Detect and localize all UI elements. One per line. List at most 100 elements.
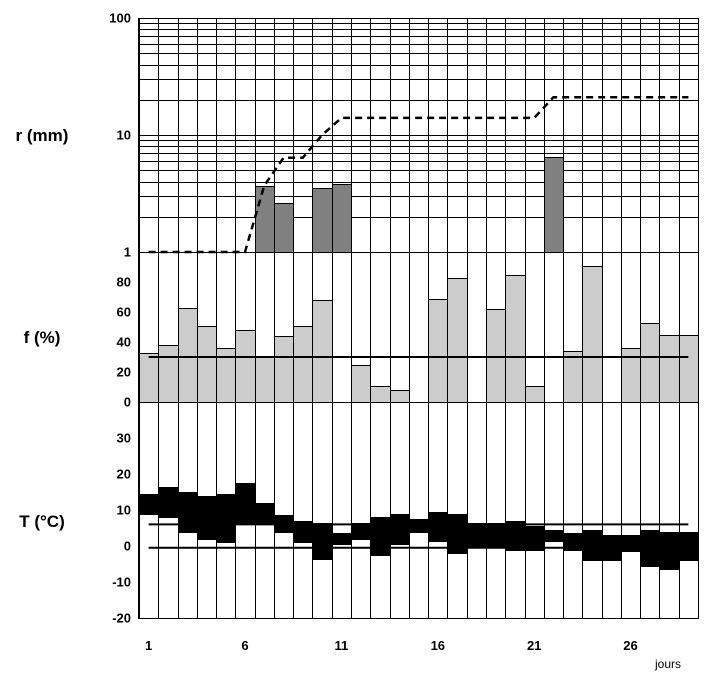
temperature-base-bar-day-3 — [178, 532, 198, 619]
temperature-base-bar-day-14 — [390, 544, 410, 619]
f-tick-label: 0 — [124, 395, 131, 410]
temperature-range-bar-day-26 — [621, 535, 641, 552]
temperature-tick-label: 30 — [117, 431, 131, 446]
temperature-tick-label: 0 — [124, 539, 131, 554]
frame-layer — [138, 18, 699, 619]
temperature-base-bar-day-12 — [351, 539, 371, 619]
temperature-axis-title: T (°C) — [19, 512, 65, 531]
f-bar-day-3 — [178, 308, 198, 403]
f-bar-day-20 — [505, 275, 526, 403]
temperature-base-bar-day-23 — [563, 550, 583, 619]
temperature-base-bar-day-27 — [640, 566, 660, 619]
f-bar-day-10 — [312, 300, 333, 403]
temperature-range-bar-day-16 — [428, 512, 448, 542]
temperature-base-bar-day-4 — [197, 539, 217, 619]
temperature-range-bar-day-20 — [505, 521, 526, 551]
f-bar-day-9 — [293, 326, 313, 403]
temperature-range-bar-day-4 — [197, 496, 217, 540]
temperature-range-bar-day-12 — [351, 523, 371, 540]
temperature-base-bar-day-13 — [370, 555, 391, 619]
plot-frame — [139, 18, 699, 619]
rain-bar-day-10 — [312, 188, 333, 253]
rain-axis-title: r (mm) — [16, 126, 69, 145]
x-tick-label: 26 — [623, 638, 637, 653]
f-tick-label: 40 — [117, 335, 131, 350]
f-bar-day-14 — [390, 390, 410, 403]
temperature-range-bar-day-1 — [139, 494, 159, 515]
temperature-base-bar-day-24 — [582, 560, 603, 619]
temperature-base-bar-day-29 — [679, 560, 699, 619]
temperature-base-bar-day-8 — [274, 532, 294, 619]
rain-bar-day-8 — [274, 203, 294, 253]
temperature-base-bar-day-20 — [505, 550, 526, 619]
temperature-range-bar-day-3 — [178, 492, 198, 533]
f-bar-day-27 — [640, 323, 660, 403]
temperature-base-bar-day-17 — [447, 553, 468, 619]
temperature-range-bar-day-6 — [235, 483, 256, 524]
f-bar-day-1 — [139, 353, 159, 403]
f-bar-day-13 — [370, 386, 391, 403]
temperature-range-bar-day-13 — [370, 517, 391, 556]
f-tick-label: 60 — [117, 305, 131, 320]
temperature-range-bar-day-15 — [409, 519, 429, 533]
temperature-range-bar-day-7 — [255, 503, 275, 525]
temperature-tick-label: 20 — [117, 467, 131, 482]
temperature-range-bar-day-18 — [467, 523, 487, 547]
f-bar-day-8 — [274, 336, 294, 403]
temperature-base-bar-day-18 — [467, 546, 487, 619]
temperature-base-bar-day-6 — [235, 523, 256, 619]
temperature-base-bar-day-19 — [486, 546, 506, 619]
temperature-base-bar-day-9 — [293, 542, 313, 619]
rain-tick-label: 10 — [117, 128, 131, 143]
labels-layer: r (mm) f (%) T (°C) jours 10010180604020… — [16, 11, 681, 672]
rain-tick-label: 100 — [109, 11, 131, 26]
f-bar-day-7 — [255, 356, 275, 403]
cumulative-rain-line — [148, 96, 689, 254]
f-bar-day-6 — [235, 330, 256, 403]
temperature-base-bar-day-11 — [332, 544, 352, 619]
temperature-tick-label: -10 — [112, 575, 131, 590]
temperature-tick-label: -20 — [112, 611, 131, 626]
rain-bar-day-11 — [332, 184, 352, 253]
x-tick-label: 6 — [241, 638, 248, 653]
f-axis-title: f (%) — [24, 328, 61, 347]
x-tick-label: 16 — [431, 638, 445, 653]
bars-layer — [139, 157, 699, 619]
rain-bar-day-7 — [255, 186, 275, 253]
temperature-range-bar-day-10 — [312, 523, 333, 560]
temperature-range-bar-day-2 — [158, 487, 179, 518]
temperature-range-bar-day-11 — [332, 533, 352, 545]
rain-bar-day-22 — [544, 157, 564, 253]
temperature-range-bar-day-28 — [659, 532, 680, 570]
temperature-range-bar-day-5 — [216, 494, 236, 543]
temperature-base-bar-day-21 — [525, 550, 545, 619]
rain-tick-label: 1 — [124, 245, 131, 260]
temperature-base-bar-day-15 — [409, 532, 429, 619]
f-tick-label: 80 — [117, 275, 131, 290]
x-tick-label: 21 — [527, 638, 541, 653]
temperature-range-bar-day-29 — [679, 532, 699, 561]
temperature-base-bar-day-16 — [428, 541, 448, 619]
temperature-base-bar-day-22 — [544, 541, 564, 619]
temperature-base-bar-day-5 — [216, 542, 236, 619]
f-bar-day-21 — [525, 386, 545, 403]
temperature-tick-label: 10 — [117, 503, 131, 518]
temperature-range-bar-day-24 — [582, 530, 603, 561]
f-bar-day-17 — [447, 278, 468, 403]
temperature-base-bar-day-10 — [312, 559, 333, 619]
temperature-base-bar-day-7 — [255, 524, 275, 619]
x-axis-title: jours — [654, 657, 681, 671]
f-bar-day-12 — [351, 365, 371, 403]
f-bar-day-16 — [428, 299, 448, 403]
f-tick-label: 20 — [117, 365, 131, 380]
lines-layer — [148, 96, 689, 549]
temperature-base-bar-day-26 — [621, 551, 641, 619]
temperature-range-bar-day-19 — [486, 523, 506, 547]
temperature-base-bar-day-25 — [602, 560, 622, 619]
f-bar-day-24 — [582, 266, 603, 403]
f-bar-day-29 — [679, 335, 699, 403]
temperature-base-bar-day-2 — [158, 517, 179, 619]
f-bar-day-2 — [158, 345, 179, 403]
temperature-base-bar-day-1 — [139, 514, 159, 619]
